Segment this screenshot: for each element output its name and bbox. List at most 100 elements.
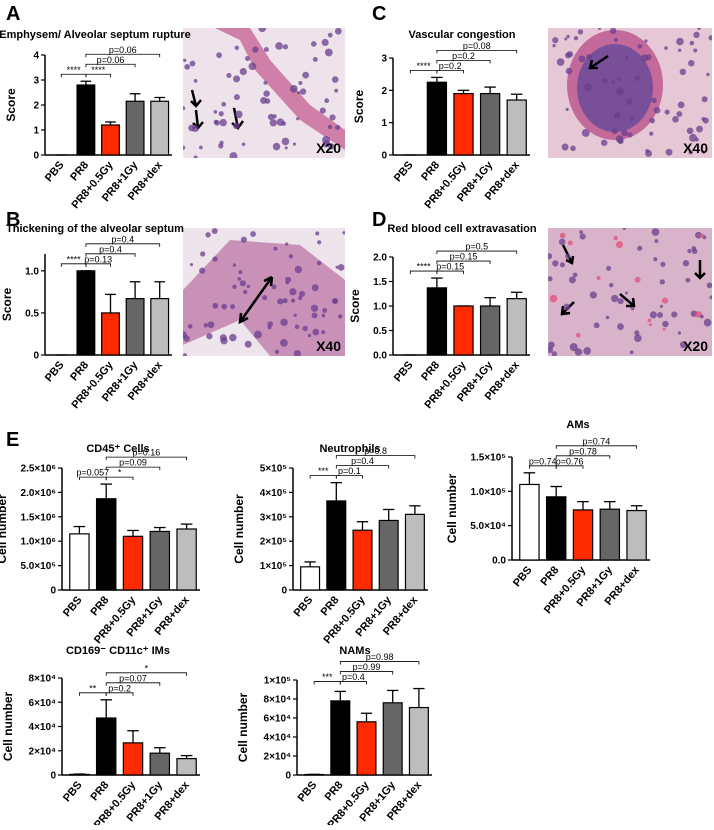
nucleus [574, 36, 578, 40]
bar [357, 722, 376, 775]
nucleus [230, 152, 238, 160]
y-tick-label: 1.0 [373, 302, 387, 313]
nucleus [322, 314, 326, 318]
nucleus [546, 253, 552, 259]
y-axis-label: Cell number [445, 474, 459, 544]
significance-label: p=0.74 [529, 456, 557, 466]
significance-label: p=0.13 [84, 254, 112, 264]
nucleus [660, 279, 665, 284]
nucleus [702, 96, 708, 102]
nucleus [663, 328, 666, 331]
nucleus [254, 331, 262, 339]
nucleus [566, 35, 569, 38]
bar [379, 520, 398, 590]
bar [427, 288, 446, 355]
y-tick-label: 1 [33, 126, 39, 137]
nucleus [634, 334, 642, 342]
significance-label: p=0.74 [583, 436, 611, 446]
x-tick-label: PBS [392, 159, 416, 184]
x-tick-label: PBS [43, 159, 67, 184]
nucleus [562, 144, 569, 151]
y-tick-label: 2.5×10⁶ [21, 464, 56, 475]
nucleus [317, 240, 321, 244]
nucleus [566, 68, 573, 75]
significance-label: * [145, 663, 149, 673]
panel-label: C [372, 3, 386, 25]
nucleus [611, 295, 618, 302]
nucleus [610, 28, 616, 34]
bar [331, 701, 350, 775]
nucleus [590, 291, 597, 298]
nucleus [280, 339, 288, 347]
nucleus [580, 233, 586, 239]
nucleus [637, 246, 642, 251]
nucleus [550, 295, 558, 303]
nucleus [243, 290, 247, 294]
nucleus [295, 266, 302, 273]
magnification-label: X40 [683, 140, 708, 156]
nucleus [240, 280, 246, 286]
nucleus [229, 334, 236, 341]
nucleus [277, 298, 283, 304]
nucleus [219, 141, 223, 145]
nucleus [291, 299, 295, 303]
nucleus [648, 318, 652, 322]
nucleus [328, 33, 333, 38]
y-tick-label: 4×10⁴ [29, 722, 57, 733]
nucleus [630, 350, 634, 354]
nucleus [566, 108, 569, 111]
nucleus [275, 350, 279, 354]
significance-label: p=0.09 [119, 458, 147, 468]
nucleus [672, 116, 679, 123]
y-tick-label: 2×10⁴ [29, 746, 57, 757]
significance-label: p=0.4 [111, 234, 134, 244]
nucleus [313, 57, 318, 62]
magnification-label: X20 [683, 338, 708, 354]
bar [77, 85, 95, 155]
significance-label: p=0.4 [351, 456, 374, 466]
nucleus [628, 132, 633, 137]
x-tick-label: PR8 [323, 779, 346, 803]
nucleus [200, 251, 205, 256]
y-tick-label: 0.0 [492, 556, 506, 567]
bar [70, 534, 89, 590]
significance-label: p=0.5 [465, 242, 488, 252]
nucleus [578, 29, 583, 34]
nucleus [237, 277, 241, 281]
nucleus [597, 276, 601, 280]
bar [547, 497, 566, 560]
y-axis-label: Score [352, 90, 366, 124]
nucleus [616, 241, 623, 248]
nucleus [277, 118, 284, 125]
y-tick-label: 1 [381, 118, 387, 129]
nucleus [264, 47, 269, 52]
nucleus [206, 333, 212, 339]
nucleus [289, 288, 296, 295]
nucleus [696, 126, 703, 133]
nucleus [290, 85, 298, 93]
x-tick-label: PR8 [319, 594, 342, 618]
nucleus [249, 62, 257, 70]
y-tick-label: 1×10⁵ [264, 676, 292, 687]
nucleus [282, 138, 290, 146]
nucleus [234, 94, 240, 100]
x-tick-label: PR8 [89, 594, 112, 618]
bar [97, 718, 116, 775]
nucleus [649, 323, 652, 326]
nucleus [295, 325, 299, 329]
nucleus [678, 49, 681, 52]
bar [97, 499, 116, 590]
nucleus [680, 69, 686, 75]
nucleus [598, 27, 601, 30]
nucleus [617, 323, 624, 330]
nucleus [258, 25, 266, 33]
y-tick-label: 4×10⁵ [260, 488, 288, 499]
nucleus [613, 236, 618, 241]
nucleus [220, 119, 227, 126]
nucleus [678, 102, 685, 109]
nucleus [293, 143, 296, 146]
magnification-label: X20 [316, 140, 341, 156]
nucleus [637, 44, 642, 49]
nucleus [250, 231, 256, 237]
